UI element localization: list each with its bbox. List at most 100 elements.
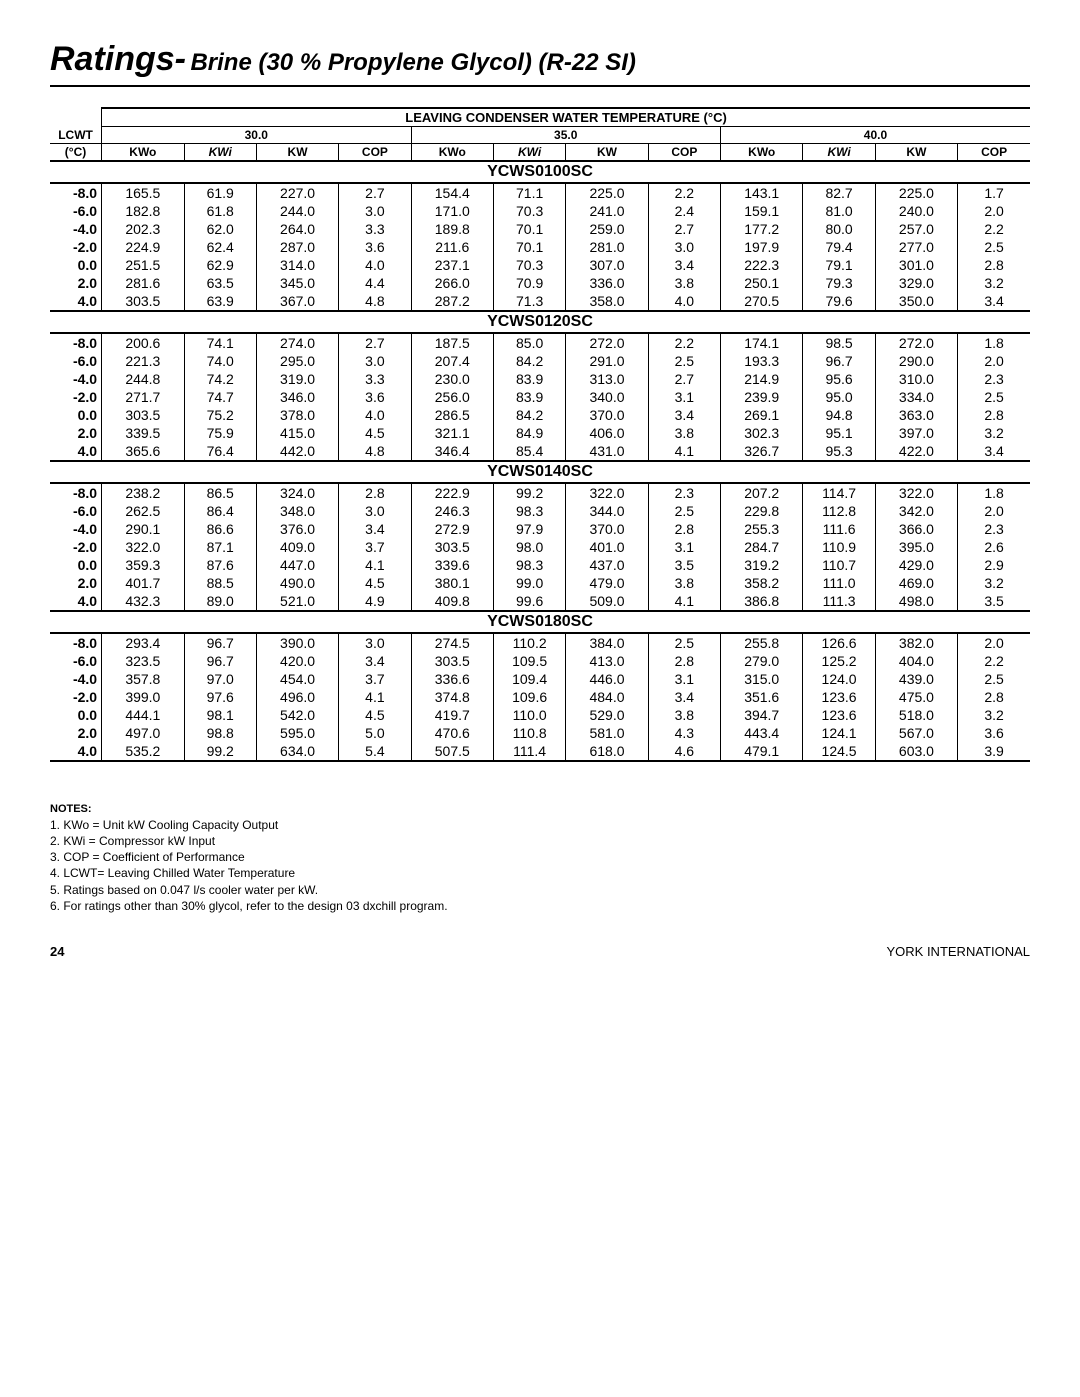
cell: 3.8 — [648, 574, 720, 592]
cell: 76.4 — [184, 442, 256, 461]
cell: 99.0 — [494, 574, 566, 592]
cell: 71.1 — [494, 183, 566, 202]
cell: 240.0 — [875, 202, 958, 220]
cell: 109.4 — [494, 670, 566, 688]
cell: 110.9 — [803, 538, 875, 556]
cell: 99.6 — [494, 592, 566, 611]
cell: 0.0 — [50, 256, 102, 274]
table-row: -4.0202.362.0264.03.3189.870.1259.02.717… — [50, 220, 1030, 238]
cell: 70.1 — [494, 238, 566, 256]
cell: 4.5 — [339, 424, 411, 442]
cell: 98.5 — [803, 333, 875, 352]
cell: 437.0 — [566, 556, 649, 574]
cell: 384.0 — [566, 633, 649, 652]
cell: 211.6 — [411, 238, 494, 256]
cell: 444.1 — [102, 706, 185, 724]
cell: 2.7 — [339, 183, 411, 202]
cell: 4.3 — [648, 724, 720, 742]
cell: 86.6 — [184, 520, 256, 538]
cell: 2.5 — [958, 238, 1030, 256]
cell: 63.9 — [184, 292, 256, 311]
table-row: -4.0244.874.2319.03.3230.083.9313.02.721… — [50, 370, 1030, 388]
cell: 2.0 — [958, 633, 1030, 652]
cell: 99.2 — [184, 742, 256, 761]
cell: 95.3 — [803, 442, 875, 461]
cell: 111.6 — [803, 520, 875, 538]
cell: 2.0 — [958, 352, 1030, 370]
cell: 74.2 — [184, 370, 256, 388]
header-row-2: LCWT 30.0 35.0 40.0 — [50, 127, 1030, 144]
cell: 111.3 — [803, 592, 875, 611]
notes-title: NOTES: — [50, 802, 1030, 817]
cell: 2.3 — [958, 370, 1030, 388]
cell: 70.1 — [494, 220, 566, 238]
cell: 302.3 — [720, 424, 803, 442]
cell: -2.0 — [50, 388, 102, 406]
cell: 229.8 — [720, 502, 803, 520]
model-heading: YCWS0180SC — [50, 611, 1030, 633]
cell: 187.5 — [411, 333, 494, 352]
cell: 3.1 — [648, 538, 720, 556]
cell: 446.0 — [566, 670, 649, 688]
cell: 4.5 — [339, 706, 411, 724]
cell: 322.0 — [566, 483, 649, 502]
cell: 287.2 — [411, 292, 494, 311]
cell: 443.4 — [720, 724, 803, 742]
cell: 3.4 — [648, 688, 720, 706]
note-line: 5. Ratings based on 0.047 l/s cooler wat… — [50, 882, 1030, 898]
cell: 339.5 — [102, 424, 185, 442]
table-row: -8.0293.496.7390.03.0274.5110.2384.02.52… — [50, 633, 1030, 652]
cell: 225.0 — [875, 183, 958, 202]
cell: 2.8 — [648, 520, 720, 538]
title-sub: Brine (30 % Propylene Glycol) (R-22 SI) — [190, 49, 635, 76]
cell: 207.2 — [720, 483, 803, 502]
cell: 346.4 — [411, 442, 494, 461]
footer-right: YORK INTERNATIONAL — [886, 944, 1030, 959]
cell: 2.2 — [958, 652, 1030, 670]
cell: 250.1 — [720, 274, 803, 292]
cell: 279.0 — [720, 652, 803, 670]
table-row: -6.0182.861.8244.03.0171.070.3241.02.415… — [50, 202, 1030, 220]
cell: 111.0 — [803, 574, 875, 592]
temp-40: 40.0 — [720, 127, 1030, 144]
cell: 2.0 — [50, 274, 102, 292]
cell: 269.1 — [720, 406, 803, 424]
cell: 62.9 — [184, 256, 256, 274]
cell: 319.0 — [256, 370, 339, 388]
cell: 2.5 — [958, 670, 1030, 688]
cell: 2.5 — [648, 633, 720, 652]
cell: 3.4 — [958, 442, 1030, 461]
cell: 581.0 — [566, 724, 649, 742]
cell: 154.4 — [411, 183, 494, 202]
cell: 442.0 — [256, 442, 339, 461]
cell: 399.0 — [102, 688, 185, 706]
cell: 390.0 — [256, 633, 339, 652]
cell: 370.0 — [566, 406, 649, 424]
cell: 358.2 — [720, 574, 803, 592]
cell: 159.1 — [720, 202, 803, 220]
cell: -6.0 — [50, 502, 102, 520]
cell: 1.8 — [958, 333, 1030, 352]
cell: 415.0 — [256, 424, 339, 442]
cell: 89.0 — [184, 592, 256, 611]
cell: 1.7 — [958, 183, 1030, 202]
cell: 246.3 — [411, 502, 494, 520]
cell: 3.3 — [339, 220, 411, 238]
cell: 413.0 — [566, 652, 649, 670]
table-row: -8.0238.286.5324.02.8222.999.2322.02.320… — [50, 483, 1030, 502]
title-main: Ratings- — [50, 40, 186, 78]
cell: 363.0 — [875, 406, 958, 424]
cell: 86.4 — [184, 502, 256, 520]
cell: 340.0 — [566, 388, 649, 406]
cell: 98.0 — [494, 538, 566, 556]
cell: 222.3 — [720, 256, 803, 274]
cell: 274.0 — [256, 333, 339, 352]
cell: 2.0 — [50, 724, 102, 742]
cell: 529.0 — [566, 706, 649, 724]
cell: 287.0 — [256, 238, 339, 256]
cell: 359.3 — [102, 556, 185, 574]
cell: 81.0 — [803, 202, 875, 220]
cell: 3.0 — [648, 238, 720, 256]
cell: 244.0 — [256, 202, 339, 220]
cell: 344.0 — [566, 502, 649, 520]
